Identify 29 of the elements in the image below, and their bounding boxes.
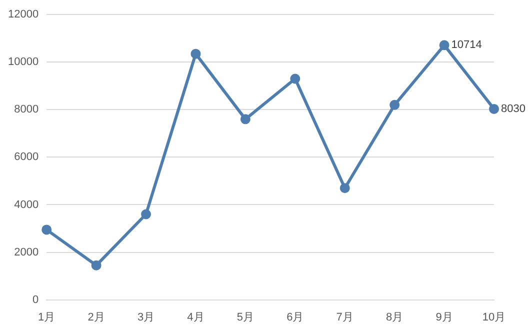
point: [141, 209, 152, 220]
x-tick-label: 3月: [137, 311, 155, 324]
point: [390, 100, 400, 110]
point: [340, 183, 350, 194]
y-tick-label: 2000: [14, 246, 39, 258]
y-tick-label: 4000: [14, 198, 39, 211]
y-tick-label: 0: [32, 294, 39, 306]
y-tick-label: 6000: [14, 151, 39, 164]
y-tick-label: 10000: [8, 56, 39, 68]
x-tick-label: 7月: [336, 311, 354, 324]
point: [91, 260, 102, 270]
x-tick-label: 2月: [88, 311, 105, 324]
point: [290, 74, 300, 84]
x-tick-label: 6月: [286, 311, 304, 324]
y-tick-label: 12000: [8, 8, 39, 21]
x-tick-label: 5月: [236, 311, 254, 324]
data-label: 10714: [451, 39, 482, 52]
point: [489, 104, 499, 114]
point: [240, 114, 250, 124]
point: [42, 224, 52, 235]
point: [190, 48, 201, 59]
x-tick-label: 4月: [187, 311, 204, 324]
x-tick-label: 1月: [38, 311, 56, 324]
y-tick-label: 8000: [14, 104, 39, 116]
x-tick-label: 9月: [436, 311, 453, 324]
data-label: 8030: [501, 102, 526, 115]
x-tick-label: 10月: [482, 311, 506, 324]
x-tick-label: 8月: [386, 311, 404, 324]
point: [439, 40, 450, 50]
